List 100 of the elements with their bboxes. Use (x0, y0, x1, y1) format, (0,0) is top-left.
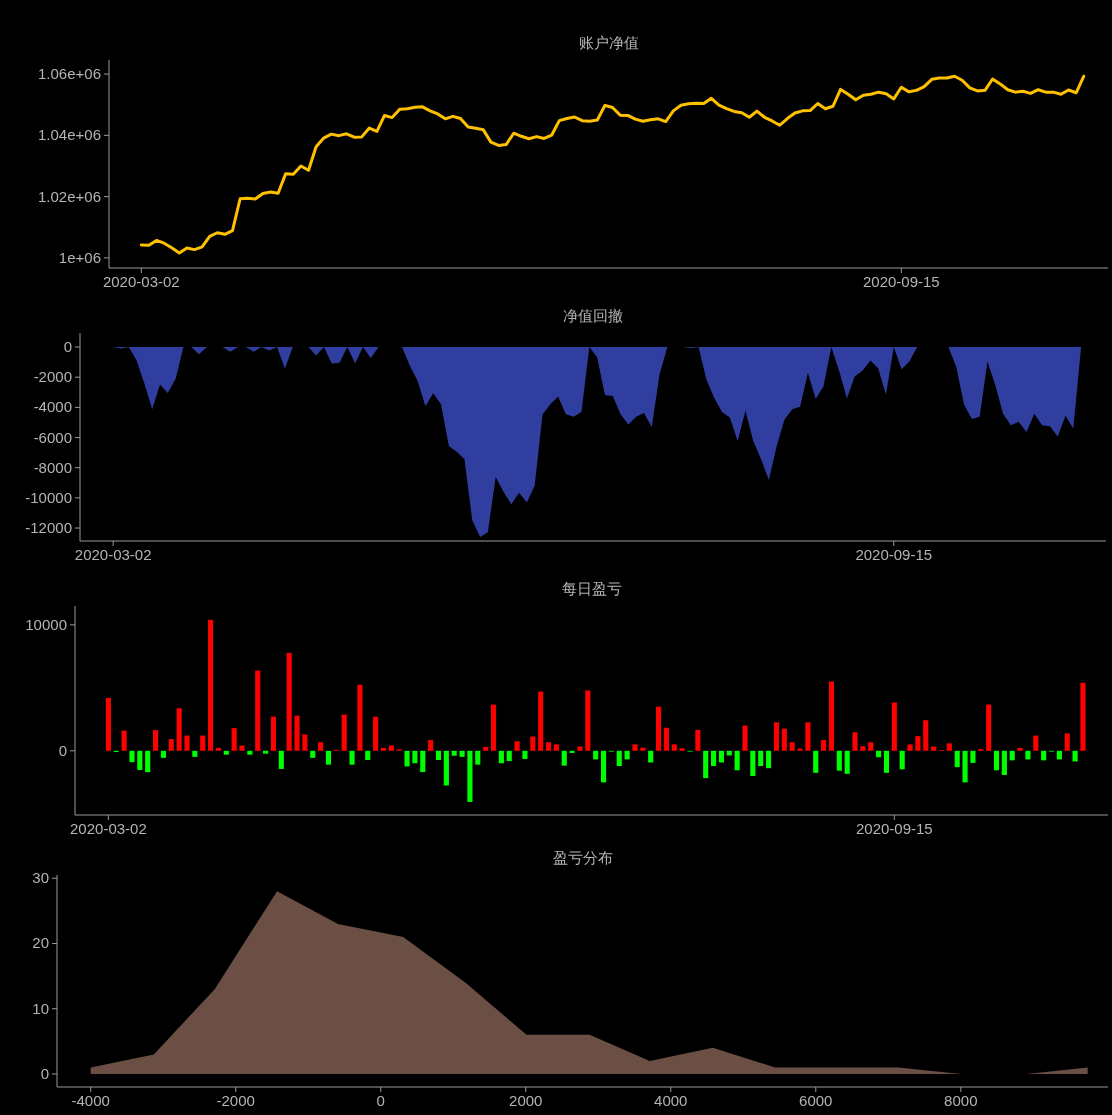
xtick: 2020-09-15 (863, 273, 940, 290)
bar (105, 697, 111, 751)
bar (215, 747, 221, 751)
bar (1017, 747, 1023, 751)
line-series (139, 74, 1086, 255)
bar (208, 619, 214, 751)
bar (498, 750, 504, 764)
bar (490, 704, 497, 751)
bar (357, 684, 363, 751)
title: 净值回撤 (563, 307, 623, 324)
ytick: 10000 (25, 615, 67, 633)
bar (388, 745, 394, 751)
bar (1025, 750, 1031, 760)
ytick: 1.06e+06 (38, 65, 101, 83)
bar (176, 708, 182, 751)
xtick: 4000 (654, 1092, 688, 1109)
bar (899, 750, 905, 770)
ytick: -8000 (33, 458, 72, 476)
bar (718, 750, 724, 763)
bar (514, 741, 520, 751)
bar (168, 739, 174, 751)
bar (632, 744, 638, 751)
bar (624, 750, 630, 760)
xtick: 2020-09-15 (855, 546, 933, 563)
ytick: 1.04e+06 (38, 126, 101, 144)
bar (294, 715, 300, 751)
xtick: 2000 (509, 1092, 543, 1109)
bar (585, 690, 591, 751)
bar (451, 750, 457, 756)
bar (1041, 750, 1047, 761)
bar (247, 750, 253, 755)
bar (420, 750, 426, 773)
bar (255, 670, 261, 751)
bar (679, 748, 685, 751)
bar (907, 744, 913, 751)
bar (600, 750, 607, 783)
bar (435, 750, 442, 760)
bar (129, 750, 135, 763)
bar (844, 750, 850, 774)
bar (506, 750, 512, 762)
bar (270, 716, 276, 751)
bar (648, 750, 654, 763)
title: 每日盈亏 (561, 580, 622, 597)
bar (160, 750, 166, 758)
bar (286, 652, 292, 751)
bar (522, 750, 528, 759)
xtick: 2020-03-02 (74, 546, 152, 563)
ytick: 20 (32, 934, 49, 952)
bar (192, 750, 198, 757)
bar (569, 750, 575, 753)
bar (986, 704, 992, 751)
bar (1033, 735, 1039, 751)
bar (1056, 750, 1062, 760)
bar (876, 750, 882, 758)
ytick: -4000 (33, 398, 72, 416)
bar (931, 746, 937, 751)
bar (656, 706, 662, 751)
ytick: 0 (58, 741, 67, 759)
bar (750, 750, 756, 776)
bar (561, 750, 567, 766)
bar (302, 734, 308, 751)
bar (223, 750, 229, 755)
xtick: 0 (376, 1092, 385, 1109)
bar (868, 742, 874, 751)
bar (1009, 750, 1015, 761)
bar (404, 750, 410, 767)
bar (1064, 733, 1070, 751)
bar (200, 735, 206, 751)
bar (836, 750, 842, 771)
bar (530, 736, 536, 751)
ytick: 0 (63, 338, 72, 356)
xtick: -2000 (216, 1092, 255, 1109)
bar (553, 744, 559, 751)
ytick: 30 (32, 869, 49, 887)
bar (341, 714, 347, 751)
bar (663, 727, 669, 751)
bar (459, 750, 465, 757)
bar (993, 750, 1000, 771)
bar (970, 750, 976, 763)
xtick: 6000 (799, 1092, 833, 1109)
bar (711, 750, 717, 767)
bar (538, 691, 544, 751)
bar (184, 735, 190, 751)
bar (616, 750, 622, 767)
bar (758, 750, 764, 767)
bar (883, 750, 890, 773)
bar (239, 745, 245, 751)
bar (365, 750, 371, 760)
bar (852, 732, 858, 751)
bar (671, 744, 677, 751)
bar (828, 681, 835, 751)
bar (467, 750, 473, 802)
bar (593, 750, 599, 760)
bar (860, 746, 866, 751)
bar (137, 750, 143, 770)
bar (483, 746, 489, 751)
bar (734, 750, 740, 771)
ytick: 0 (40, 1064, 49, 1082)
bar (1072, 750, 1078, 762)
bar (1080, 682, 1086, 751)
